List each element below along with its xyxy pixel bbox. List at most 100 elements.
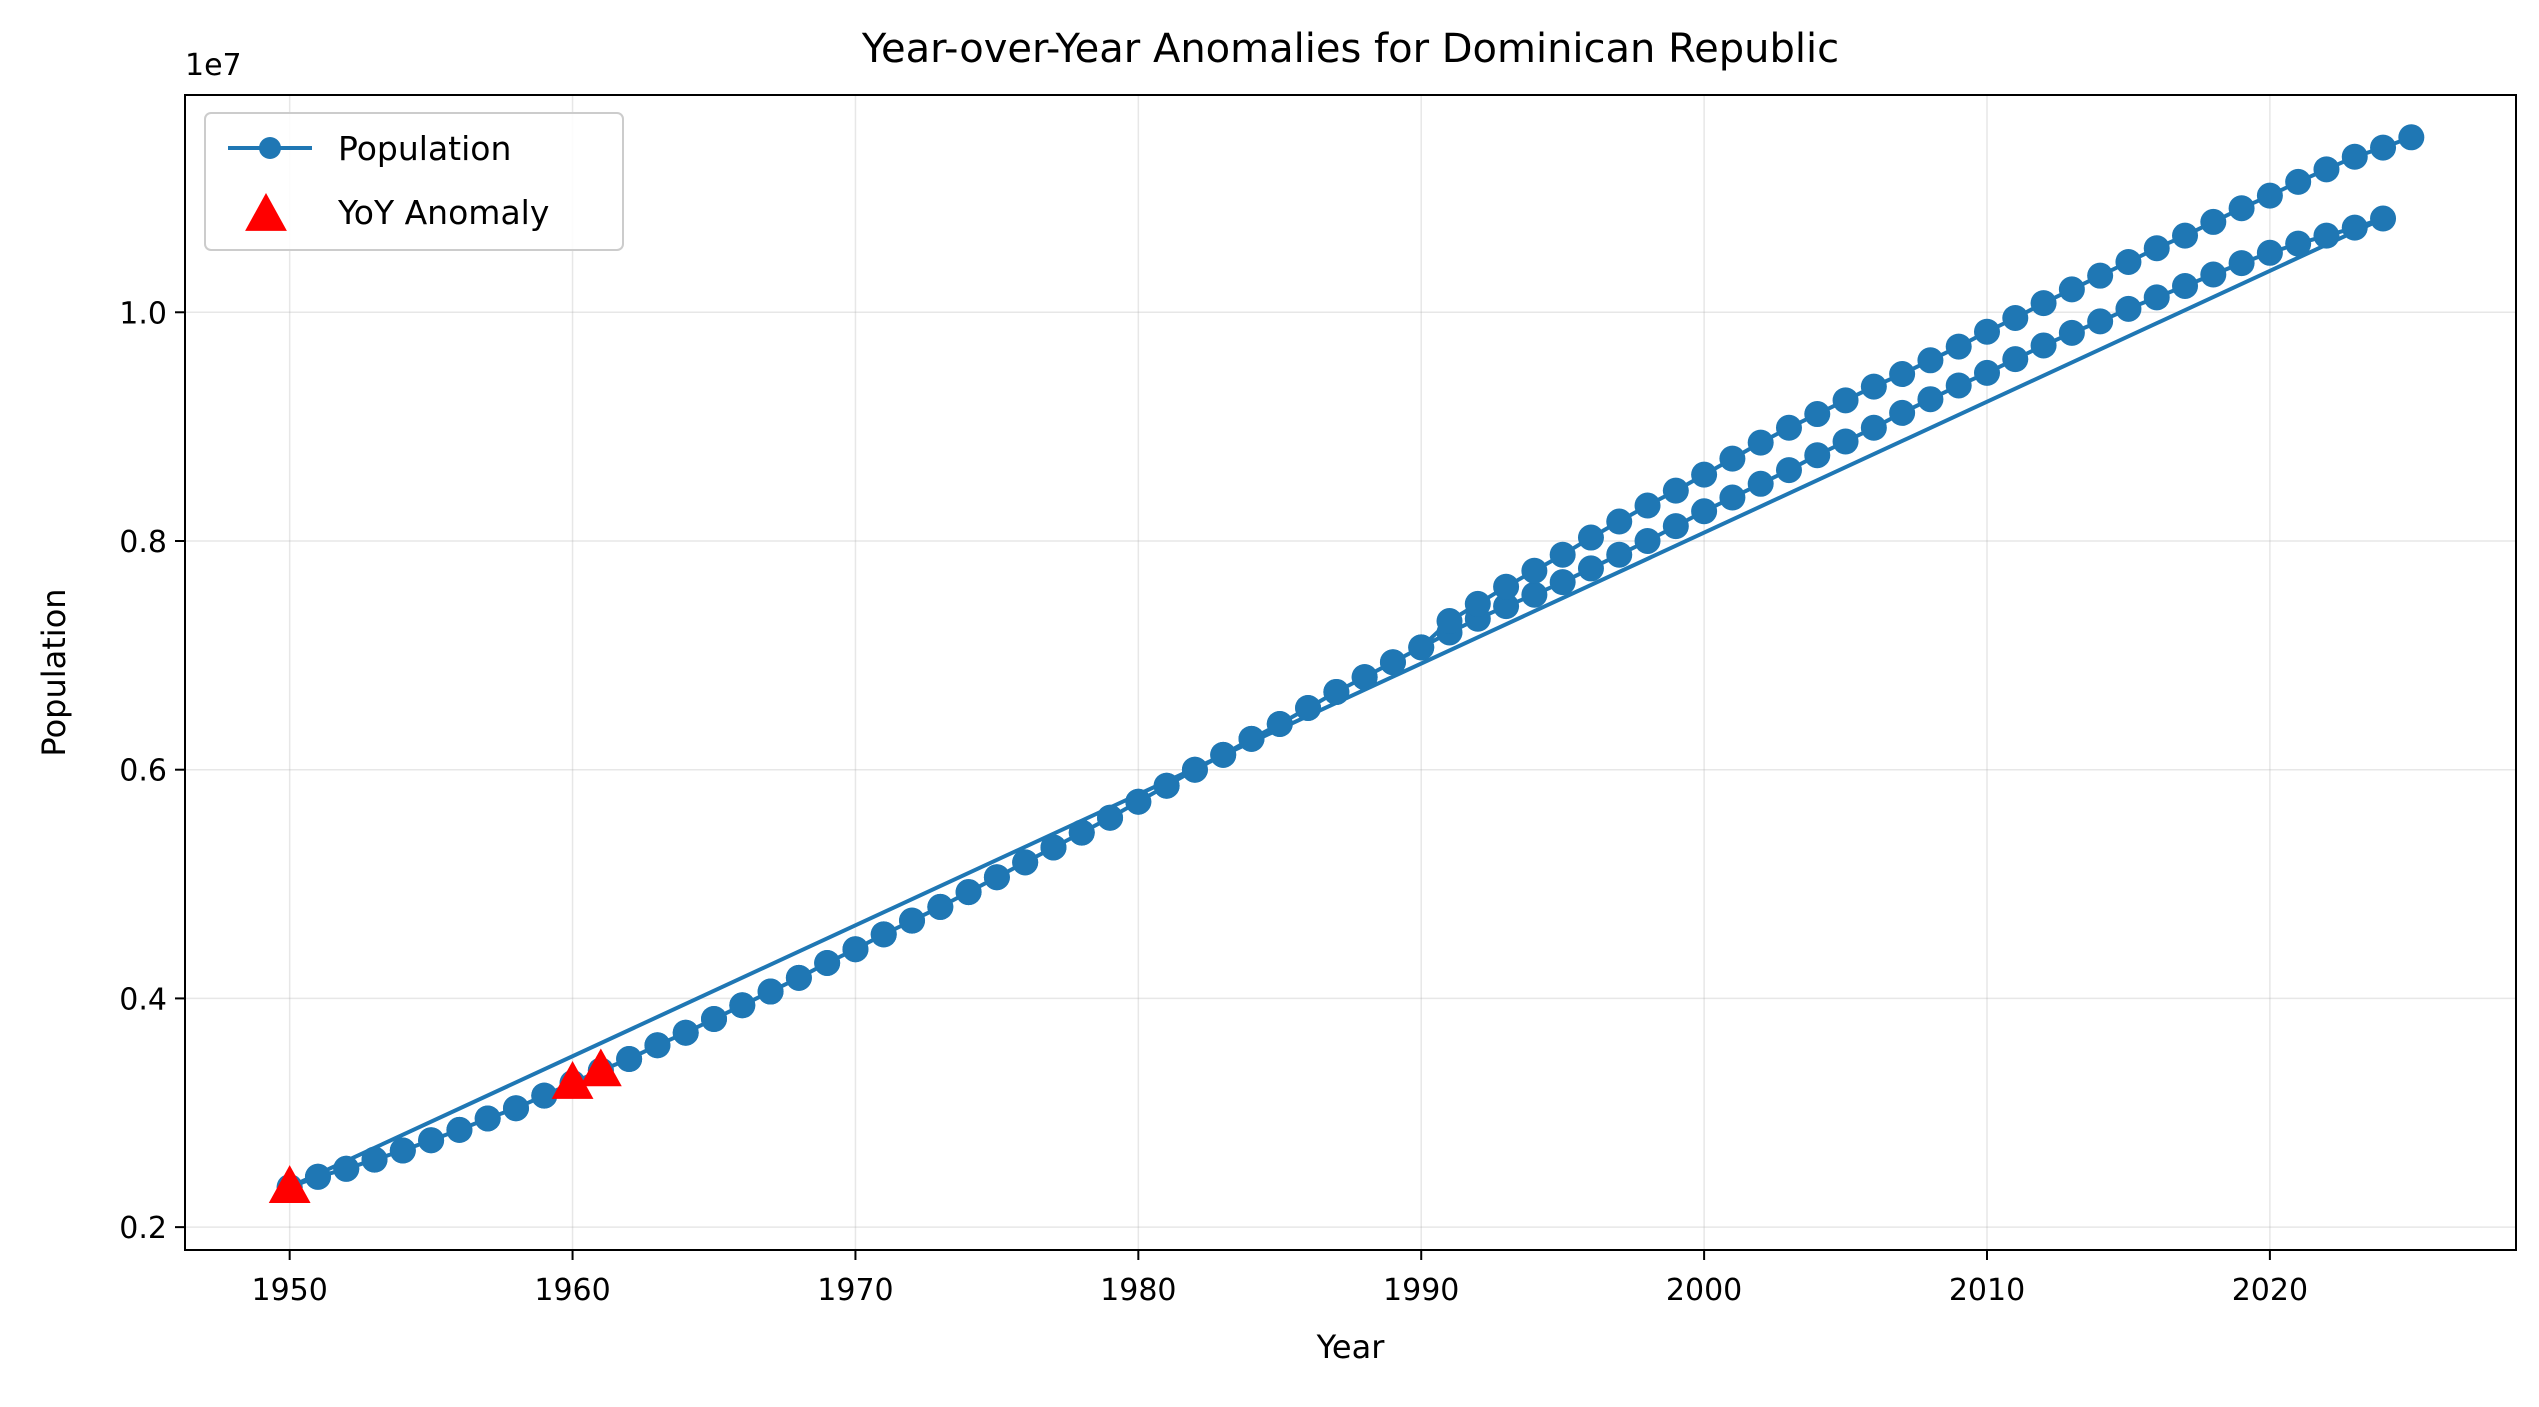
population-point [983,864,1010,891]
population-point [644,1032,671,1059]
population-point [1832,387,1859,414]
y-tick-label: 0.8 [119,525,167,560]
x-axis-label: Year [1316,1328,1386,1366]
population-point [1238,725,1265,752]
x-axis: 1950 1960 1970 1980 1990 2000 2010 2020 [251,1250,2308,1308]
population-point [729,992,756,1019]
population-point [1153,772,1180,799]
population-point [870,921,897,948]
legend-population-label: Population [338,129,511,168]
population-point [1973,359,2000,386]
population-point [814,949,841,976]
population-point [2313,222,2340,249]
population-point [2285,168,2312,195]
population-point [474,1105,501,1132]
population-point [1634,492,1661,519]
population-point [1521,581,1548,608]
population-point [701,1006,728,1032]
population-point [2115,248,2142,275]
population-point [1747,429,1774,456]
population-point [1295,694,1322,721]
population-point [2058,276,2085,303]
population-point [1436,608,1463,635]
population-point [1125,788,1152,815]
population-point [2200,208,2227,235]
population-point [2172,272,2199,299]
y-axis-label: Population [35,588,73,756]
population-point [2313,156,2340,183]
population-point [785,964,812,991]
population-point [2143,284,2170,311]
population-point [2228,250,2255,277]
population-point [1662,477,1689,504]
population-point [1408,634,1435,661]
population-point [1860,373,1887,400]
x-tick-label: 2020 [2232,1273,2308,1308]
population-point [1662,513,1689,540]
axes-frame [184,94,2517,1251]
x-tick-label: 1950 [251,1273,327,1308]
anomaly-marker [551,1061,594,1099]
population-point [304,1163,331,1190]
population-point [1012,849,1039,876]
population-point [955,879,982,906]
population-point [446,1116,473,1143]
population-point [1181,756,1208,783]
population-point [333,1155,360,1182]
population-point [418,1127,445,1154]
population-point [2341,143,2368,170]
population-point [672,1019,699,1046]
population-point [616,1046,643,1073]
population-point [1691,461,1718,488]
population-point [1634,527,1661,554]
legend-anomaly-marker [245,193,287,231]
population-point [1493,593,1520,620]
population-point [531,1082,558,1109]
population-point [2200,261,2227,288]
y-tick-label: 0.4 [119,982,167,1017]
population-point [1323,678,1350,705]
population-point [1606,541,1633,568]
population-point [389,1137,416,1164]
population-point [1379,649,1406,676]
legend: Population YoY Anomaly [204,112,624,251]
population-point [1832,428,1859,455]
x-tick-label: 2010 [1949,1273,2025,1308]
population-point [2143,235,2170,262]
y-axis: 0.2 0.4 0.6 0.8 1.0 [119,296,185,1246]
population-point [2228,195,2255,222]
population-point [2256,182,2283,209]
population-point [1889,361,1916,388]
population-point [1945,372,1972,399]
population-point [2087,262,2114,289]
population-point [1464,590,1491,617]
population-point [1804,401,1831,428]
population-point [2256,239,2283,266]
x-tick-label: 1970 [817,1273,893,1308]
population-point [757,978,784,1005]
population-point [1804,442,1831,469]
population-point [1691,498,1718,525]
population-point [1719,484,1746,511]
y-tick-label: 1.0 [119,296,167,331]
population-point [1945,333,1972,360]
plot-area [268,124,2425,1203]
x-tick-label: 2000 [1666,1273,1742,1308]
population-point [2115,295,2142,322]
population-point [1351,664,1378,691]
population-point [2030,332,2057,359]
population-point [2285,230,2312,257]
population-point [2030,290,2057,317]
population-point [2058,319,2085,346]
population-point [927,893,954,920]
population-point [1860,414,1887,441]
population-point [1775,457,1802,484]
x-tick-label: 1960 [534,1273,610,1308]
population-point [1577,524,1604,551]
legend-population-marker [259,137,281,159]
population-point [361,1146,388,1173]
anomaly-marker [579,1048,622,1087]
chart-title: Year-over-Year Anomalies for Dominican R… [861,26,1839,72]
population-point [1719,445,1746,472]
